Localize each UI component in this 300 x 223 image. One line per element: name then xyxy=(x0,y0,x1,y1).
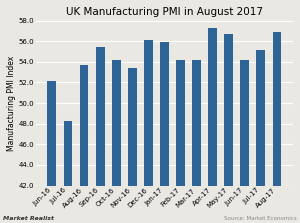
Bar xyxy=(96,47,104,186)
Bar xyxy=(224,34,233,186)
Bar xyxy=(47,81,56,186)
Bar xyxy=(240,60,249,186)
Text: Source: Market Economics: Source: Market Economics xyxy=(224,216,297,221)
Bar xyxy=(112,60,121,186)
Bar xyxy=(80,65,88,186)
Bar xyxy=(64,121,72,186)
Bar xyxy=(256,50,265,186)
Bar xyxy=(192,60,201,186)
Y-axis label: Manufacturing PMI Index: Manufacturing PMI Index xyxy=(7,55,16,151)
Bar xyxy=(208,28,217,186)
Bar xyxy=(160,42,169,186)
Bar xyxy=(128,68,137,186)
Title: UK Manufacturing PMI in August 2017: UK Manufacturing PMI in August 2017 xyxy=(66,7,263,17)
Text: Market Realist: Market Realist xyxy=(3,216,54,221)
Bar xyxy=(272,32,281,186)
Bar xyxy=(176,60,185,186)
Bar xyxy=(144,40,153,186)
